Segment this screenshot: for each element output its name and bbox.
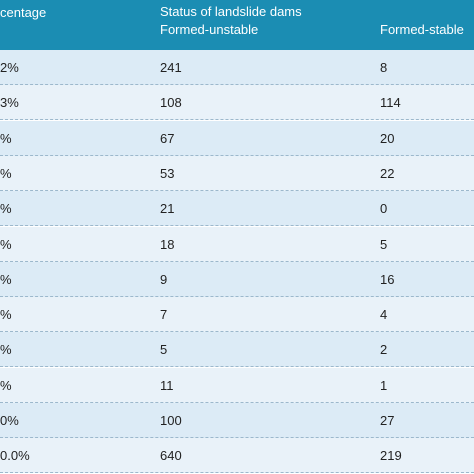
table-cell: 5	[380, 236, 388, 252]
table-cell: 2	[380, 342, 388, 358]
table-cell: %	[0, 342, 12, 358]
header-cell: Formed-stable	[380, 22, 464, 37]
table-row: 0.0% 640 219	[0, 438, 474, 474]
table-cell: 108	[160, 95, 182, 111]
table-row: % 21 0	[0, 191, 474, 227]
table-row: 3% 108 114	[0, 85, 474, 121]
table-row: % 5 2	[0, 332, 474, 368]
table-cell: 21	[160, 201, 175, 217]
table-cell: 4	[380, 307, 388, 323]
table-header: centage Status of landslide dams Formed-…	[0, 0, 474, 50]
table-cell: 20	[380, 130, 395, 146]
table-cell: 640	[160, 448, 182, 464]
table-cell: 3%	[0, 95, 19, 111]
table-cell: 5	[160, 342, 168, 358]
table-row: % 7 4	[0, 297, 474, 333]
table-cell: 100	[160, 413, 182, 428]
table-row: 2% 241 8	[0, 50, 474, 85]
table-row: % 11 1	[0, 367, 474, 403]
table-cell: 0	[380, 201, 388, 217]
table-cell: 241	[160, 60, 182, 75]
table-cell: 18	[160, 236, 175, 252]
table-cell: 0.0%	[0, 448, 30, 464]
table-cell: 7	[160, 307, 168, 323]
table-cell: %	[0, 377, 12, 393]
table-cell: 2%	[0, 60, 19, 75]
header-group: Status of landslide dams	[160, 4, 302, 19]
header-cell: Formed-unstable	[160, 22, 259, 37]
table-row: % 67 20	[0, 120, 474, 156]
table-cell: 0%	[0, 413, 19, 428]
table-cell: %	[0, 307, 12, 323]
table-cell: 219	[380, 448, 402, 464]
table-cell: 67	[160, 130, 175, 146]
table-cell: 114	[380, 95, 401, 111]
table-cell: 9	[160, 271, 168, 287]
table-row: % 53 22	[0, 155, 474, 191]
table-cell: %	[0, 236, 12, 252]
table-cell: 8	[380, 60, 388, 75]
table-row: % 9 16	[0, 261, 474, 297]
table-cell: 27	[380, 413, 395, 428]
table-cell: 1	[380, 377, 388, 393]
header-cell: centage	[0, 5, 47, 20]
table-row: 0% 100 27	[0, 403, 474, 438]
table-cell: 53	[160, 165, 175, 181]
table-row: % 18 5	[0, 226, 474, 262]
table-cell: 11	[160, 377, 174, 393]
table-cell: %	[0, 201, 12, 217]
table-cell: 16	[380, 271, 395, 287]
table-cell: %	[0, 165, 12, 181]
table-cell: %	[0, 130, 12, 146]
table-cell: %	[0, 271, 12, 287]
table-cell: 22	[380, 165, 395, 181]
